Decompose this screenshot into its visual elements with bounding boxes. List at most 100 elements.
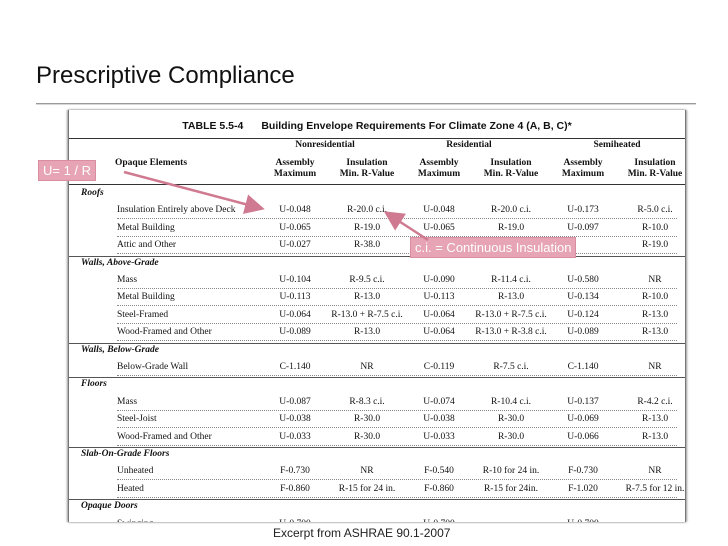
table-cell: C-1.140 [567,362,599,372]
table-cell: NR [360,362,374,372]
table-cell: R-7.5 for 12 in. [625,483,685,494]
table-cell: F-1.020 [568,483,598,494]
table-cell: R-5.0 c.i. [637,205,673,216]
ci-callout-arrow [383,211,429,242]
section-divider [69,342,685,344]
row-label: Below-Grade Wall [117,362,189,372]
table-cell: U-0.097 [567,222,599,233]
u-equals-callout: U= 1 / R [38,160,97,181]
section-label: Walls, Below-Grade [81,344,159,355]
table-cell: NR [648,362,662,372]
table-cell: R-13.0 [641,431,669,442]
row-divider [117,235,677,237]
first-col-header: Opaque Elements [115,158,188,168]
table-cell: NR [648,466,662,477]
section-divider [69,447,685,448]
table-cell: R-9.5 c.i. [349,275,385,285]
column-header: Assembly Maximum [273,158,317,179]
row-label: Wood-Framed and Other [117,327,212,338]
table-cell: U-0.580 [567,275,599,285]
table-cell: R-13.0 [497,292,525,303]
table-cell: R-13.0 + R-7.5 c.i. [475,309,547,320]
row-divider [117,288,677,289]
continuous-insulation-callout: c.i. = Continuous Insulation [410,237,577,258]
table-cell: R-15 for 24in. [483,483,539,494]
row-divider [117,340,677,342]
row-label: Wood-Framed and Other [117,431,212,442]
slide-title: Prescriptive Compliance [36,62,295,89]
table-cell: U-0.090 [423,275,455,285]
row-label: Insulation Entirely above Deck [117,205,236,216]
table-cell: U-0.048 [423,205,455,216]
table-cell: U-0.065 [279,222,311,233]
row-label: Heated [117,483,144,494]
table-cell: R-38.0 [353,240,381,251]
row-divider [117,496,677,498]
section-label: Roofs [81,188,104,198]
table-cell: R-4.2 c.i. [637,396,673,407]
column-header: Insulation Min. R-Value [339,158,395,179]
row-divider [117,409,677,411]
row-label: Metal Building [117,292,175,303]
table-cell: U-0.173 [567,205,599,216]
table-cell: R-13.0 [353,292,381,303]
table-cell: R-8.3 c.i. [349,396,385,407]
table-cell: U-0.065 [423,222,455,233]
section-label: Walls, Above-Grade [81,257,159,268]
table-cell: U-0.038 [279,414,311,425]
table-cell: F-0.860 [280,483,310,494]
row-label: Steel-Framed [117,309,169,320]
section-divider [69,255,685,257]
row-label: Attic and Other [117,240,177,251]
table-cell: U-0.064 [279,309,311,320]
table-cell: R-10.4 c.i. [490,396,532,407]
table-cell: F-0.540 [424,466,454,477]
group-header-nonresidential: Nonresidential [295,140,355,150]
table-cell: U-0.089 [279,327,311,338]
table-cell: U-0.089 [567,327,599,338]
table-cell: U-0.074 [423,396,455,407]
table-cell: R-30.0 [353,431,381,442]
table-cell: U-0.064 [423,327,455,338]
row-label: Mass [117,275,138,285]
column-header: Assembly Maximum [417,158,461,179]
table-cell: F-0.730 [280,466,310,477]
caption: Excerpt from ASHRAE 90.1-2007 [270,524,454,542]
table-cell: U-0.113 [423,292,455,303]
row-label: Swinging [117,519,153,522]
table-cell: U-0.033 [423,431,455,442]
table-cell: R-13.0 + R-7.5 c.i. [331,309,403,320]
row-divider [117,479,677,481]
row-divider [117,427,677,429]
row-label: Unheated [117,466,154,477]
row-label: Mass [117,396,138,407]
column-header: Assembly Maximum [561,158,605,179]
table-cell: R-13.0 [641,414,669,425]
table-cell: U-0.700 [543,519,623,522]
column-header: Insulation Min. R-Value [483,158,539,179]
table-cell: U-0.700 [255,519,335,522]
table-cell: U-0.027 [279,240,311,251]
group-header-residential: Residential [446,140,492,150]
table-cell: R-13.0 + R-3.8 c.i. [475,327,547,338]
table-cell: U-0.137 [567,396,599,407]
table-cell: R-20.0 c.i. [346,205,388,216]
table-cell: U-0.048 [279,205,311,216]
table-cell: R-19.0 [353,222,381,233]
table-cell: C-0.119 [423,362,455,372]
table-cell: NR [360,466,374,477]
table-cell: R-10 for 24 in. [482,466,540,477]
table-cell: R-30.0 [497,431,525,442]
table-cell: NR [648,275,662,285]
table-cell: U-0.087 [279,396,311,407]
row-label: Steel-Joist [117,414,157,425]
table-cell: R-20.0 c.i. [490,205,532,216]
table-cell: R-30.0 [353,414,381,425]
section-divider [69,377,685,379]
header-bottom-rule [69,184,685,185]
row-divider [117,444,677,446]
table-cell: R-15 for 24 in. [338,483,396,494]
header-top-rule [69,138,685,139]
table-cell: U-0.113 [279,292,311,303]
